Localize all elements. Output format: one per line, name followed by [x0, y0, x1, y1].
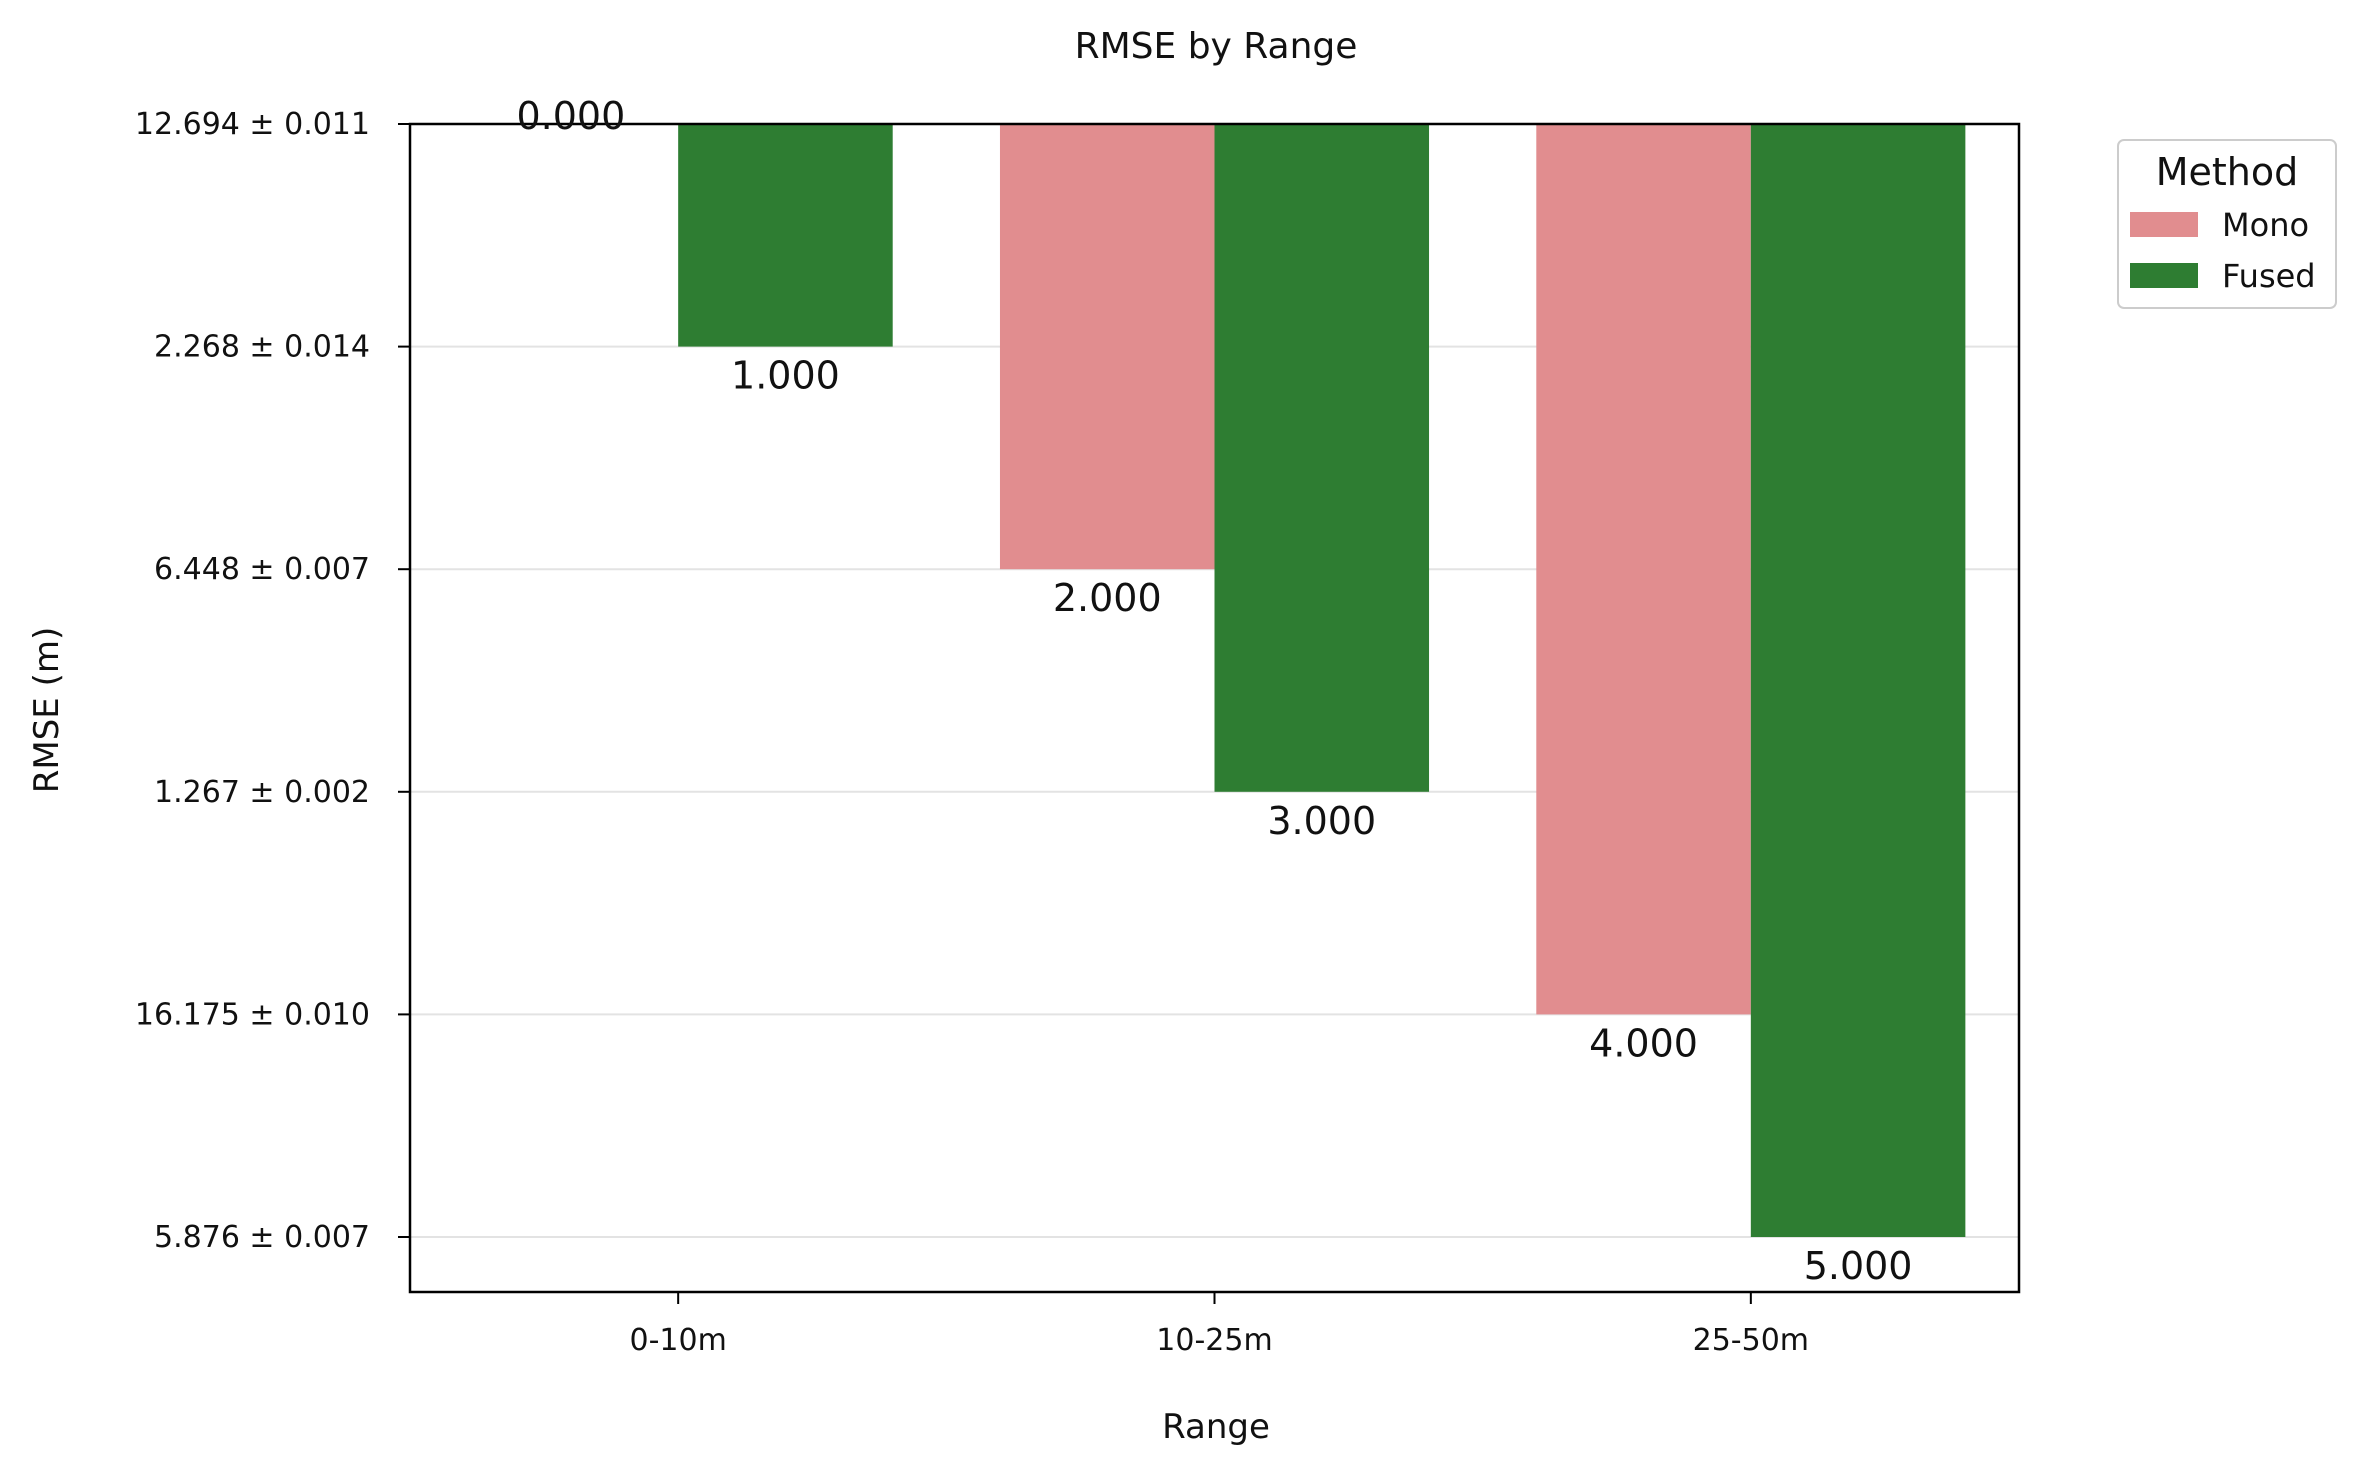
y-tick-label: 2.268 ± 0.014 — [154, 330, 370, 365]
data-label: 4.000 — [1589, 1021, 1698, 1065]
data-label: 2.000 — [1053, 576, 1162, 620]
frame-layer — [398, 122, 2021, 1304]
x-tick-label: 10-25m — [1156, 1323, 1272, 1358]
y-tick-label: 12.694 ± 0.011 — [135, 107, 370, 142]
data-label: 5.000 — [1804, 1244, 1913, 1288]
bar-mono-10-25m — [999, 124, 1215, 570]
y-tick-label: 1.267 ± 0.002 — [154, 775, 370, 810]
legend-label-mono: Mono — [2222, 206, 2309, 244]
y-axis-title: RMSE (m) — [27, 627, 67, 793]
legend-swatch-mono — [2130, 212, 2198, 237]
data-label: 1.000 — [731, 354, 840, 398]
legend-label-fused: Fused — [2222, 257, 2316, 295]
y-tick-label: 6.448 ± 0.007 — [154, 552, 370, 587]
x-tick-label: 0-10m — [630, 1323, 727, 1358]
x-tick-label: 25-50m — [1693, 1323, 1809, 1358]
bar-fused-0-10m — [678, 124, 893, 347]
data-label: 0.000 — [517, 94, 626, 138]
labels-layer: 12.694 ± 0.011 2.268 ± 0.014 6.448 ± 0.007… — [135, 94, 1913, 1358]
chart-title: RMSE by Range — [1075, 26, 1358, 67]
legend: Method Mono Fused — [2117, 139, 2337, 309]
bars-layer — [678, 124, 1966, 1237]
x-axis-title: Range — [1162, 1407, 1270, 1447]
bar-fused-25-50m — [1750, 124, 1966, 1237]
y-tick-label: 5.876 ± 0.007 — [154, 1220, 370, 1255]
legend-swatch-fused — [2130, 263, 2198, 288]
data-label: 3.000 — [1267, 799, 1376, 843]
y-tick-label: 16.175 ± 0.010 — [135, 997, 370, 1032]
legend-title: Method — [2156, 150, 2299, 194]
plot-frame — [408, 122, 2021, 1294]
bar-mono-25-50m — [1536, 124, 1751, 1015]
bar-fused-10-25m — [1214, 124, 1430, 792]
